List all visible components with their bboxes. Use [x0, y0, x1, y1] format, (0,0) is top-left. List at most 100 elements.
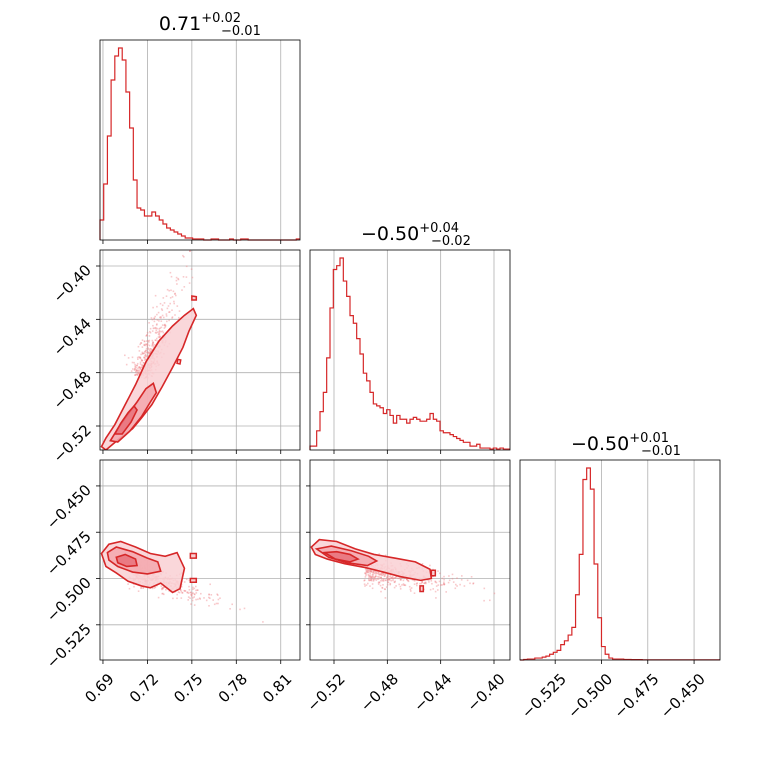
pair-0-1-point-251	[178, 316, 180, 319]
pair-1-2-point-380	[381, 587, 384, 589]
pair-0-1-point-81	[140, 353, 142, 356]
pair-1-2-point-9	[382, 578, 385, 580]
pair-1-2-point-230	[385, 579, 387, 582]
pair-0-1-point-312	[135, 370, 138, 372]
pair-1-2-point-344	[372, 578, 374, 581]
pair-0-1-point-307	[137, 358, 139, 360]
pair-1-2-point-397	[384, 588, 386, 591]
pair-1-2-point-93	[388, 579, 391, 581]
pair-0-2-point-83	[188, 585, 190, 588]
pair-1-2-point-222	[372, 575, 374, 578]
pair-0-1-point-294	[177, 278, 180, 281]
pair-1-2-point-147	[398, 583, 400, 586]
pair-0-1-point-91	[155, 339, 157, 342]
pair-1-2-point-113	[374, 571, 377, 573]
pair-1-2-point-1	[423, 582, 426, 585]
pair-0-1-point-101	[151, 330, 154, 332]
pair-0-2-point-97	[190, 591, 192, 594]
pair-1-2-point-260	[420, 582, 423, 585]
pair-0-1-point-92	[158, 330, 161, 332]
pair-1-2-point-17	[372, 574, 374, 576]
pair-1-2-point-112	[394, 577, 397, 579]
pair-0-1-point-151	[188, 282, 191, 284]
pair-1-2-point-191	[369, 576, 372, 578]
pair-0-1-point-259	[137, 367, 139, 370]
pair-1-2-point-170	[402, 583, 405, 585]
pair-1-2-point-89	[368, 577, 370, 580]
pair-1-2-point-95	[439, 572, 441, 575]
pair-0-1-point-279	[151, 343, 154, 345]
pair-0-1-point-352	[151, 349, 153, 351]
pair-0-1-point-148	[156, 305, 158, 308]
pair-1-2-point-411	[459, 583, 461, 586]
pair-0-1-point-73	[157, 336, 160, 338]
pair-1-2-point-166	[382, 580, 385, 582]
pair-0-1-point-179	[149, 352, 151, 354]
pair-0-1-point-48	[154, 343, 156, 346]
pair-0-1-point-139	[141, 366, 143, 368]
pair-0-1-point-155	[154, 294, 157, 297]
pair-1-2-point-330	[376, 572, 379, 575]
pair-1-2-point-199	[371, 587, 374, 590]
pair-1-2-point-379	[383, 588, 386, 590]
pair-1-2-point-61	[384, 597, 387, 599]
pair-1-2-point-346	[423, 582, 426, 584]
pair-0-1-point-273	[139, 357, 142, 359]
pair-1-2-point-172	[392, 579, 394, 582]
pair-0-2-point-222	[213, 603, 216, 606]
pair-1-2-point-174	[370, 570, 373, 572]
pair-0-1-point-375	[136, 369, 138, 371]
pair-0-1-point-28	[145, 343, 147, 346]
pair-0-1-point-75	[133, 361, 135, 364]
pair-0-1-point-327	[154, 327, 157, 330]
pair-0-2-point-88	[183, 581, 186, 583]
pair-0-2-point-133	[140, 587, 143, 589]
pair-0-2-point-264	[191, 592, 193, 595]
pair-0-2-point-251	[195, 589, 197, 592]
pair-0-1-point-411	[134, 374, 136, 376]
pair-1-2-point-248	[364, 576, 367, 578]
pair-0-1-point-229	[139, 361, 142, 364]
pair-0-2-point-80	[176, 593, 178, 596]
pair-1-2-point-205	[493, 592, 496, 595]
pair-0-2-point-310	[195, 598, 197, 601]
pair-1-2-point-410	[388, 578, 391, 580]
pair-1-2-point-216	[377, 570, 379, 573]
pair-1-2-point-142	[435, 597, 437, 599]
pair-0-1-point-174	[143, 350, 146, 353]
pair-0-1-point-233	[163, 316, 165, 319]
pair-1-2-point-253	[390, 577, 392, 579]
pair-0-1-point-99	[144, 355, 146, 357]
pair-1-2-point-48	[386, 583, 389, 586]
pair-1-2-point-28	[363, 583, 366, 585]
pair-0-1-point-97	[178, 310, 181, 312]
pair-0-1-point-398	[175, 276, 178, 279]
pair-1-2-point-262	[380, 573, 382, 576]
pair-0-1-point-311	[161, 309, 164, 311]
pair-0-1-point-32	[154, 331, 157, 334]
pair-1-2-point-339	[384, 579, 387, 581]
pair-0-1-point-68	[166, 320, 168, 323]
pair-1-2-point-256	[373, 570, 375, 573]
pair-1-2-point-120	[385, 572, 387, 575]
pair-0-1-point-203	[150, 317, 153, 319]
pair-1-2-point-304	[460, 579, 463, 581]
pair-1-2-point-157	[367, 582, 369, 585]
pair-0-1-point-80	[134, 366, 136, 368]
pair-1-2-point-384	[416, 584, 418, 587]
pair-0-1-point-18	[139, 367, 141, 370]
pair-1-2-point-403	[383, 573, 385, 576]
pair-0-1-point-230	[174, 314, 176, 316]
pair-0-2-point-151	[153, 587, 156, 589]
pair-1-2-xtick-label-0: −0.52	[304, 670, 349, 715]
pair-0-2-point-227	[161, 588, 163, 591]
title-param-0: 0.71+0.02	[159, 11, 241, 35]
pair-0-1-point-4	[177, 277, 179, 280]
pair-0-1-point-30	[138, 366, 141, 369]
pair-0-2-point-311	[210, 594, 213, 596]
pair-1-2-point-30	[368, 571, 370, 573]
pair-1-2-point-156	[398, 577, 400, 580]
pair-0-1-point-246	[138, 350, 141, 352]
pair-0-1-point-111	[134, 374, 137, 376]
